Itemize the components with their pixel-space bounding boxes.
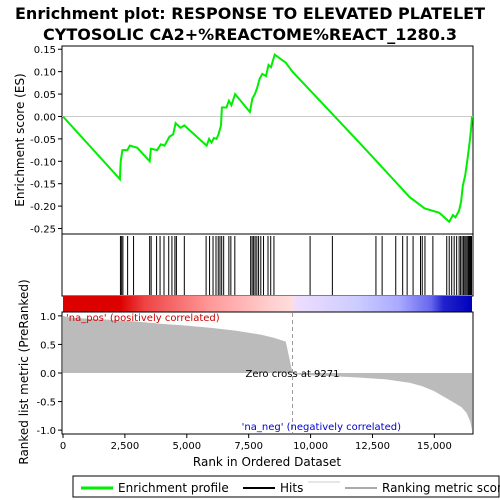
es-y-tick-label: -0.10 — [30, 157, 56, 168]
es-y-axis: -0.25 -0.20 -0.15 -0.10 -0.05 0.00 0.05 0.10 0.1… — [30, 45, 62, 236]
es-panel-frame — [61, 45, 474, 235]
ranking-color-bar — [63, 296, 472, 312]
rank-y-axis: -1.0 -0.5 0.0 0.5 1.0 — [36, 312, 62, 437]
legend-hits-label: Hits — [280, 481, 303, 495]
neg-label: 'na_neg' (negatively correlated) — [242, 422, 401, 433]
x-tick-label: 10,000 — [293, 441, 328, 452]
x-tick-label: 2,500 — [111, 441, 140, 452]
x-tick-label: 7,500 — [234, 441, 263, 452]
enrichment-profile-line — [62, 52, 473, 224]
legend-enrichment-label: Enrichment profile — [118, 481, 229, 495]
zero-cross-label: Zero cross at 9271 — [246, 369, 340, 380]
es-y-tick-label: -0.20 — [30, 202, 56, 213]
es-y-tick-label: 0.05 — [34, 90, 56, 101]
rank-y-axis-label: Ranked list metric (PreRanked) — [17, 279, 31, 464]
es-y-tick-label: 0.10 — [34, 68, 56, 79]
legend-box — [72, 475, 500, 498]
x-tick-label: 12,500 — [355, 441, 390, 452]
es-y-tick-label: -0.25 — [30, 225, 56, 236]
x-tick-label: 15,000 — [417, 441, 452, 452]
x-axis-label: Rank in Ordered Dataset — [193, 455, 341, 469]
x-tick-label: 0 — [60, 441, 66, 452]
rank-y-tick-label: -0.5 — [36, 398, 56, 409]
es-y-tick-label: 0.00 — [34, 112, 56, 123]
ranking-metric-area — [63, 315, 472, 431]
hits-group — [119, 236, 473, 295]
chart-title-line2: CYTOSOLIC CA2+%REACTOME%REACT_1280.3 — [43, 25, 457, 44]
x-tick-label: 5,000 — [172, 441, 201, 452]
rank-y-tick-label: 0.0 — [40, 369, 56, 380]
es-y-tick-label: -0.05 — [30, 135, 56, 146]
rank-y-tick-label: -1.0 — [36, 426, 56, 437]
pos-label: 'na_pos' (positively correlated) — [66, 313, 220, 324]
es-y-tick-label: 0.15 — [34, 45, 56, 56]
rank-y-tick-label: 1.0 — [40, 312, 56, 323]
legend-metric-label: Ranking metric scores — [382, 481, 500, 495]
es-y-axis-label: Enrichment score (ES) — [13, 73, 27, 206]
rank-y-tick-label: 0.5 — [40, 340, 56, 351]
x-axis: 0 2,500 5,000 7,500 10,000 12,500 15,000 — [60, 434, 452, 452]
es-y-tick-label: -0.15 — [30, 180, 56, 191]
chart-title-line1: Enrichment plot: RESPONSE TO ELEVATED PL… — [15, 4, 485, 23]
